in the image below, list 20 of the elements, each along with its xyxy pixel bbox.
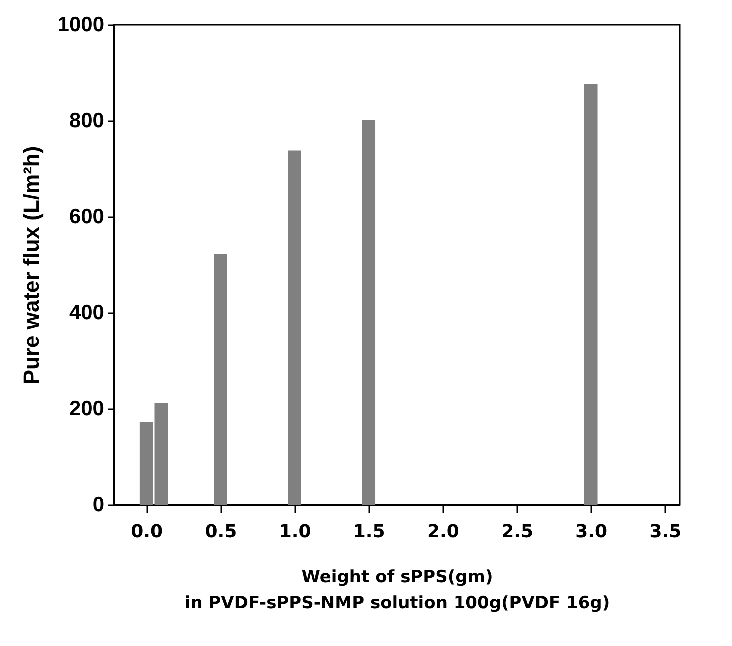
- x-tick-label: 2.0: [427, 522, 460, 542]
- y-tick-label: 0: [92, 494, 104, 516]
- x-tick-label: 2.5: [502, 522, 534, 542]
- y-tick-label: 600: [69, 206, 104, 228]
- y-tick-label: 1000: [58, 14, 104, 36]
- bar: [288, 150, 302, 505]
- x-tick-label: 3.5: [650, 522, 682, 542]
- x-tick-label: 3.0: [576, 522, 608, 542]
- x-tick-label: 1.0: [279, 522, 312, 542]
- y-tick-label: 800: [69, 110, 104, 132]
- y-axis-title: Pure water flux (L/m²h): [18, 146, 44, 385]
- bar: [584, 84, 598, 505]
- y-tick-label: 200: [69, 398, 104, 420]
- x-tick-label: 0.5: [205, 522, 238, 542]
- x-tick-label: 1.5: [353, 522, 386, 542]
- bar: [214, 254, 228, 505]
- y-tick-label: 400: [69, 302, 104, 324]
- x-tick-label: 0.0: [131, 522, 164, 542]
- bar: [362, 120, 376, 505]
- x-axis-title: Weight of sPPS(gm) in PVDF-sPPS-NMP solution 100g(PVDF 16g): [184, 568, 610, 614]
